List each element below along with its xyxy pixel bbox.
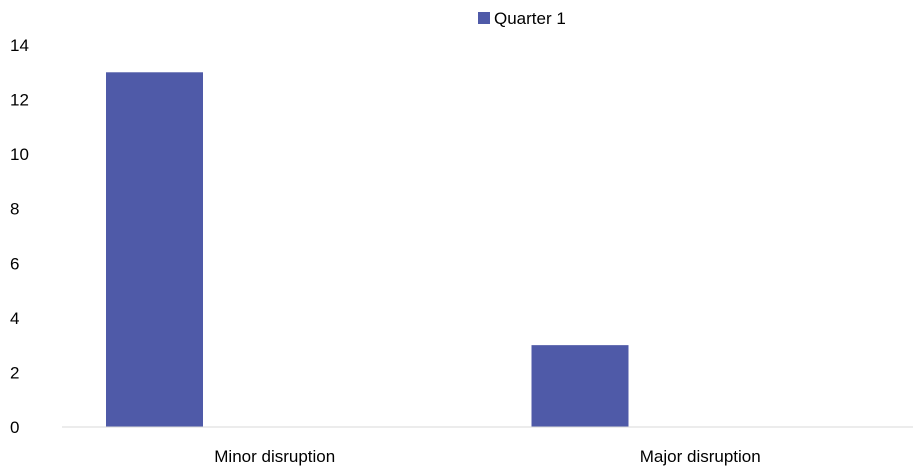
y-tick-label: 0 — [10, 418, 19, 437]
y-tick-label: 14 — [10, 36, 29, 55]
y-axis-tick-labels: 0 2 4 6 8 10 12 14 — [10, 36, 29, 437]
y-tick-label: 12 — [10, 91, 29, 110]
y-tick-label: 6 — [10, 254, 19, 273]
bar-major-disruption — [531, 345, 629, 427]
bar-minor-disruption — [106, 72, 203, 428]
legend-label-quarter-1: Quarter 1 — [494, 9, 566, 28]
y-tick-label: 2 — [10, 363, 19, 382]
legend: Quarter 1 — [478, 9, 566, 28]
bar-series-group — [106, 72, 629, 428]
x-category-label: Minor disruption — [214, 447, 335, 466]
y-tick-label: 4 — [10, 309, 19, 328]
y-tick-label: 8 — [10, 200, 19, 219]
y-tick-label: 10 — [10, 145, 29, 164]
legend-swatch-quarter-1 — [478, 12, 490, 24]
x-axis-category-labels: Minor disruption Major disruption — [214, 447, 760, 466]
x-category-label: Major disruption — [640, 447, 761, 466]
